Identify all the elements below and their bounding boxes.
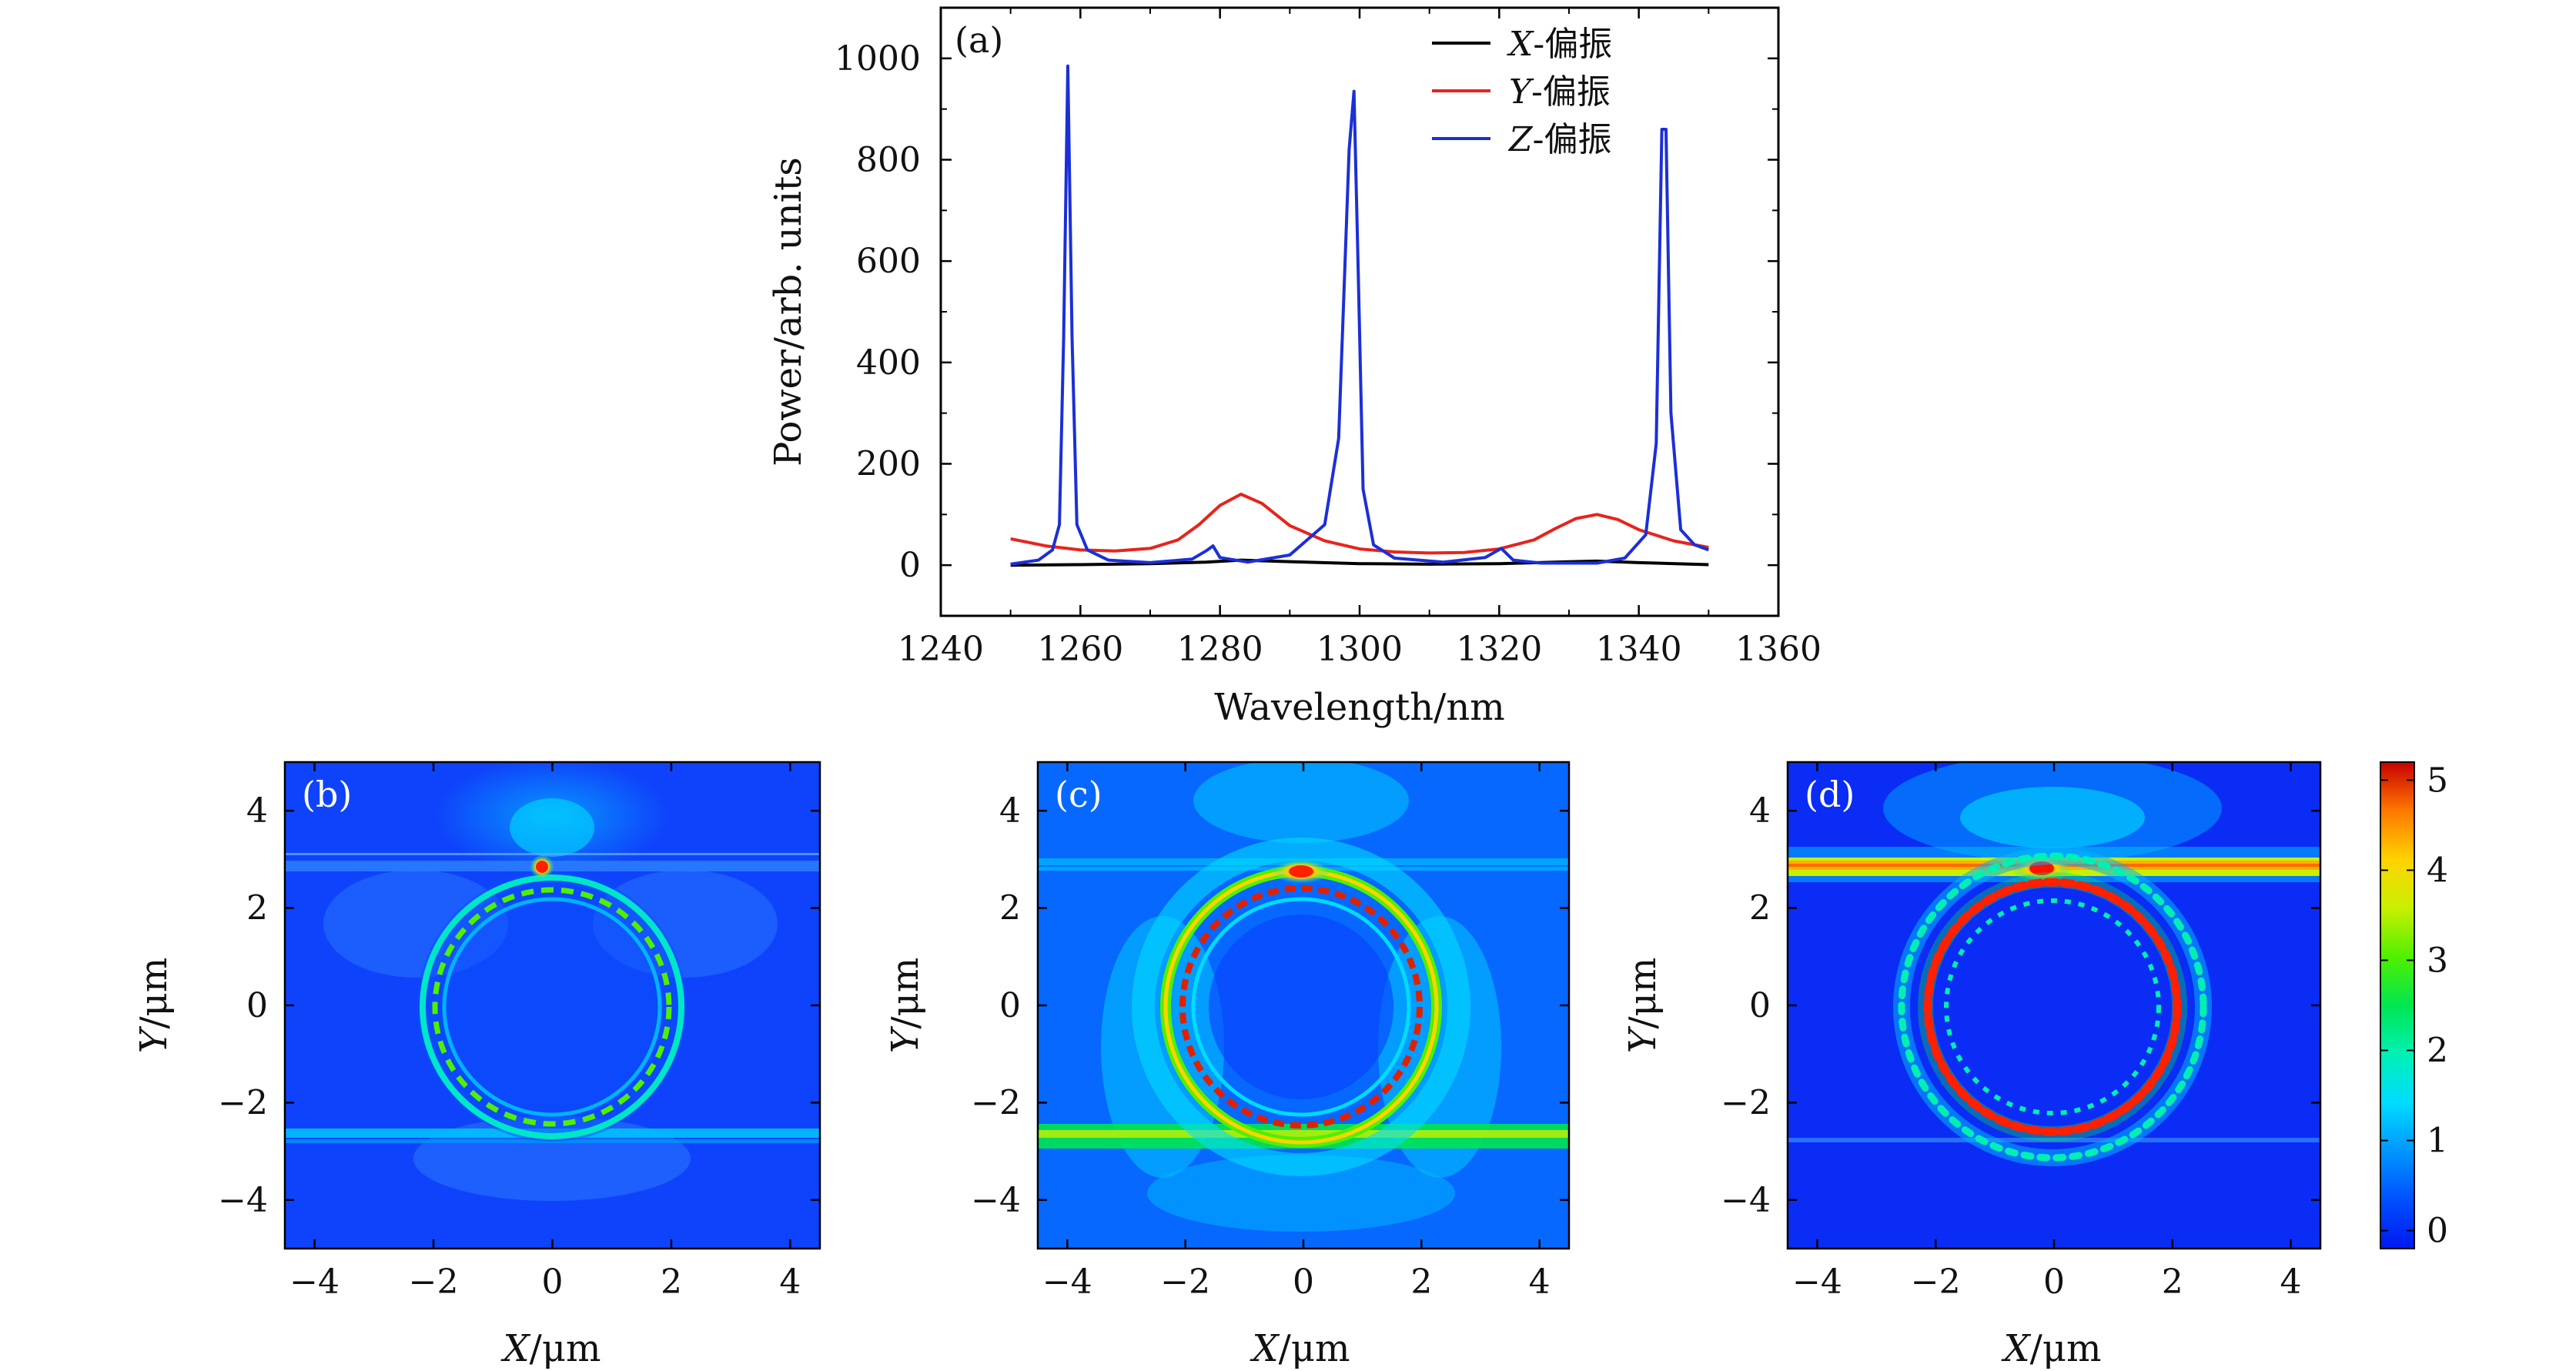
- lower-waveguide: [1788, 1138, 2320, 1142]
- x-tick-label: 0: [2043, 1262, 2065, 1302]
- colorbar-tick-label: 2: [2427, 1032, 2448, 1071]
- legend-label-y: Y-偏振: [1509, 72, 1611, 112]
- x-tick-label: 1240: [898, 630, 984, 669]
- spectrum-lines: [1010, 64, 1709, 567]
- y-tick-label: 0: [1749, 986, 1771, 1025]
- y-axis-title: Y/μm: [132, 958, 176, 1054]
- x-tick-label: −4: [1042, 1262, 1092, 1302]
- field-map-b: −4 −2 0 2 4 −4 −2 0 2 4 (b) X/μm Y/μm: [132, 761, 821, 1370]
- legend: X-偏振 Y-偏振 Z-偏振: [1432, 25, 1612, 159]
- legend-label-z: Z-偏振: [1507, 120, 1611, 159]
- x-tick-label: 1360: [1735, 630, 1822, 669]
- y-tick-label: 0: [999, 986, 1021, 1025]
- x-tick-label: 4: [779, 1262, 801, 1302]
- y-tick-label: −4: [971, 1181, 1021, 1220]
- x-axis-ticks: 1240 1260 1280 1300 1320 1340 1360: [898, 8, 1822, 669]
- series-line-z: [1010, 64, 1709, 566]
- y-tick-label: −2: [218, 1083, 268, 1122]
- y-tick-label: 4: [999, 791, 1021, 831]
- panel-label: (a): [955, 19, 1003, 61]
- y-tick-label: 4: [1749, 791, 1771, 831]
- series-line-y: [1010, 493, 1709, 555]
- colorbar-tick-label: 1: [2427, 1122, 2448, 1161]
- ring-outer: [420, 874, 684, 1139]
- y-tick-label: −4: [218, 1181, 268, 1220]
- x-tick-label: 0: [1293, 1262, 1314, 1302]
- x-tick-label: 2: [1410, 1262, 1432, 1302]
- x-tick-label: −2: [409, 1262, 459, 1302]
- y-tick-label: 200: [856, 445, 921, 484]
- x-axis-ticks: −4 −2 0 2 4: [289, 762, 801, 1302]
- y-axis-title: Y/μm: [884, 958, 927, 1054]
- x-tick-label: −4: [289, 1262, 340, 1302]
- x-tick-label: 2: [2162, 1262, 2183, 1302]
- y-tick-label: 800: [856, 141, 921, 180]
- y-axis-ticks: 0 200 400 600 800 1000: [835, 7, 1778, 617]
- y-tick-label: 600: [856, 242, 921, 281]
- ring-mode: [1179, 885, 1423, 1129]
- y-axis-title: Y/μm: [1621, 958, 1664, 1054]
- spectrum-panel: 1240 1260 1280 1300 1320 1340 1360 0 200 400 600 8…: [767, 6, 1822, 729]
- x-axis-title: X/μm: [1249, 1327, 1350, 1370]
- x-axis-title: Wavelength/nm: [1214, 686, 1505, 729]
- ring-mode: [1923, 878, 2182, 1136]
- panel-label: (b): [302, 774, 352, 815]
- x-tick-label: −4: [1792, 1262, 1842, 1302]
- x-tick-label: −2: [1911, 1262, 1961, 1302]
- x-tick-label: 1260: [1037, 630, 1123, 669]
- x-tick-label: 4: [1529, 1262, 1551, 1302]
- x-tick-label: 2: [661, 1262, 682, 1302]
- x-tick-label: 1300: [1316, 630, 1403, 669]
- x-axis-ticks: −4 −2 0 2 4: [1042, 762, 1551, 1302]
- x-tick-label: 0: [542, 1262, 564, 1302]
- y-tick-label: 2: [999, 889, 1021, 928]
- field-map-d: −4 −2 0 2 4 −4 −2 0 2 4 (d) X/μm Y/μm: [1621, 761, 2322, 1370]
- x-axis-title: X/μm: [500, 1327, 601, 1370]
- y-tick-label: 4: [246, 791, 268, 831]
- x-tick-label: 4: [2280, 1262, 2302, 1302]
- y-tick-label: 1000: [835, 39, 921, 79]
- y-tick-label: −4: [1721, 1181, 1771, 1220]
- x-tick-label: 1320: [1456, 630, 1542, 669]
- y-tick-label: 0: [899, 546, 921, 585]
- y-tick-label: −2: [1721, 1083, 1771, 1122]
- colorbar-tick-label: 4: [2427, 851, 2448, 890]
- y-tick-label: −2: [971, 1083, 1021, 1122]
- y-tick-label: 400: [856, 343, 921, 383]
- x-tick-label: 1340: [1596, 630, 1682, 669]
- legend-label-x: X-偏振: [1507, 25, 1612, 64]
- y-tick-label: 0: [246, 986, 268, 1025]
- x-axis-title: X/μm: [2000, 1327, 2101, 1370]
- panel-label: (d): [1805, 774, 1855, 815]
- colorbar-tick-label: 5: [2427, 761, 2448, 800]
- y-tick-label: 2: [1749, 889, 1771, 928]
- y-axis-ticks: −4 −2 0 2 4: [971, 791, 1569, 1220]
- colorbar: 0 1 2 3 4 5: [2380, 761, 2448, 1251]
- y-tick-label: 2: [246, 889, 268, 928]
- colorbar-tick-label: 3: [2427, 941, 2448, 980]
- x-tick-label: −2: [1160, 1262, 1210, 1302]
- field-map-c: −4 −2 0 2 4 −4 −2 0 2 4 (c) X/μm Y/μm: [884, 761, 1571, 1370]
- panel-label: (c): [1055, 774, 1102, 815]
- colorbar-ticks: 0 1 2 3 4 5: [2380, 761, 2448, 1251]
- x-tick-label: 1280: [1177, 630, 1263, 669]
- y-axis-ticks: −4 −2 0 2 4: [1721, 791, 2320, 1220]
- colorbar-tick-label: 0: [2427, 1212, 2448, 1251]
- y-axis-title: Power/arb. units: [767, 157, 810, 466]
- x-axis-ticks: −4 −2 0 2 4: [1792, 762, 2302, 1302]
- ring-mode: [432, 887, 672, 1127]
- colorbar-gradient: [2380, 761, 2415, 1249]
- y-axis-ticks: −4 −2 0 2 4: [218, 791, 820, 1220]
